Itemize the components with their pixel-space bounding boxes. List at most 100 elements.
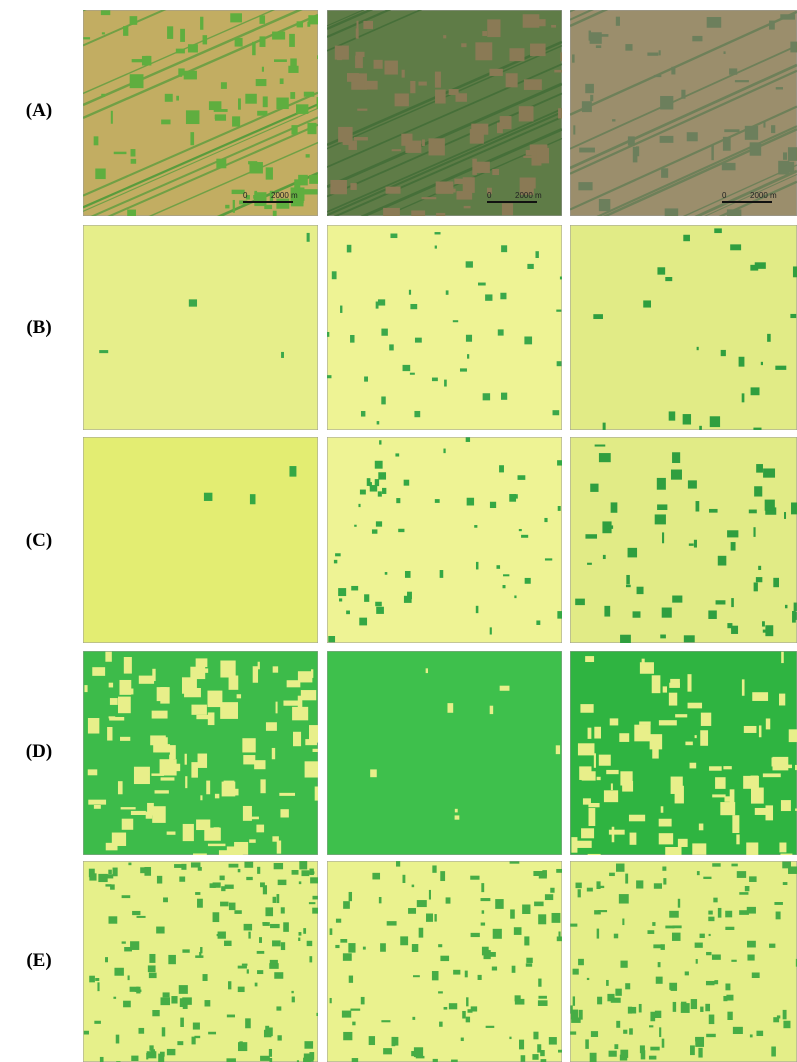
- patch: [623, 1030, 627, 1034]
- patch: [276, 199, 289, 209]
- patch: [671, 67, 675, 75]
- patch: [711, 145, 713, 160]
- patch: [791, 502, 797, 514]
- patch: [604, 606, 610, 617]
- patch: [470, 129, 484, 144]
- patch: [224, 941, 232, 946]
- patch: [292, 870, 299, 875]
- patch: [260, 36, 266, 47]
- patch: [184, 71, 197, 80]
- patch: [747, 907, 756, 914]
- patch: [435, 232, 441, 234]
- patch: [455, 809, 458, 813]
- patch: [587, 888, 593, 892]
- patch: [510, 909, 515, 918]
- patch: [307, 233, 310, 242]
- patch: [775, 366, 786, 370]
- patch: [183, 824, 194, 841]
- patch: [527, 264, 533, 269]
- patch: [301, 870, 309, 876]
- patch: [281, 942, 285, 950]
- patch: [153, 744, 170, 752]
- patch: [453, 320, 458, 322]
- patch: [697, 871, 700, 875]
- patch: [455, 815, 460, 819]
- patch: [161, 777, 175, 780]
- patch: [503, 585, 506, 588]
- patch: [615, 989, 621, 996]
- patch: [725, 927, 734, 930]
- patch: [258, 662, 260, 670]
- patch: [180, 1018, 184, 1027]
- patch: [309, 869, 313, 875]
- patch: [708, 911, 712, 915]
- patch: [715, 777, 726, 789]
- patch: [625, 44, 632, 51]
- patch: [381, 1020, 390, 1022]
- patch: [390, 234, 397, 239]
- patch: [283, 701, 299, 706]
- panel-background: [327, 225, 562, 430]
- patch: [656, 977, 663, 984]
- patch: [482, 910, 485, 913]
- patch: [99, 350, 108, 353]
- patch: [288, 66, 298, 73]
- patch: [751, 788, 764, 804]
- patch: [671, 777, 683, 794]
- patch: [688, 480, 697, 488]
- patch: [313, 749, 318, 752]
- patch: [725, 984, 730, 991]
- patch: [628, 548, 637, 558]
- patch: [380, 943, 386, 952]
- patch: [100, 1057, 104, 1062]
- patch: [683, 414, 691, 424]
- patch: [228, 981, 231, 989]
- patch: [381, 329, 387, 336]
- patch: [609, 1051, 617, 1057]
- patch: [389, 344, 394, 350]
- patch: [557, 361, 562, 366]
- patch: [724, 129, 739, 132]
- patch: [611, 502, 618, 512]
- patch: [706, 1034, 716, 1037]
- map-panel: [570, 437, 797, 643]
- patch: [108, 870, 112, 874]
- patch: [120, 737, 130, 741]
- patch: [123, 1001, 131, 1008]
- patch: [723, 996, 727, 1001]
- patch: [523, 14, 540, 28]
- patch: [570, 924, 577, 927]
- patch: [376, 607, 384, 614]
- patch: [463, 177, 475, 193]
- patch: [334, 560, 337, 564]
- patch: [712, 954, 721, 959]
- patch: [330, 998, 332, 1003]
- patch: [466, 437, 470, 442]
- patch: [343, 901, 350, 909]
- patch: [634, 725, 650, 742]
- patch: [761, 362, 763, 365]
- patch: [652, 743, 658, 758]
- patch: [649, 1056, 656, 1060]
- patch: [793, 266, 797, 277]
- patch: [131, 149, 136, 156]
- patch: [315, 787, 318, 801]
- patch: [779, 694, 785, 706]
- patch: [404, 596, 412, 603]
- patch: [723, 137, 731, 151]
- patch: [413, 975, 420, 977]
- patch: [585, 1039, 589, 1049]
- patch: [490, 627, 492, 634]
- patch: [383, 1048, 392, 1054]
- patch: [697, 347, 699, 350]
- patch: [84, 1031, 89, 1035]
- patch: [328, 636, 335, 642]
- patch: [535, 251, 538, 258]
- patch: [197, 899, 203, 908]
- patch: [460, 368, 467, 371]
- patch: [410, 304, 417, 309]
- patch: [590, 484, 598, 492]
- patch: [234, 910, 241, 914]
- patch: [343, 953, 352, 961]
- patch: [217, 934, 221, 936]
